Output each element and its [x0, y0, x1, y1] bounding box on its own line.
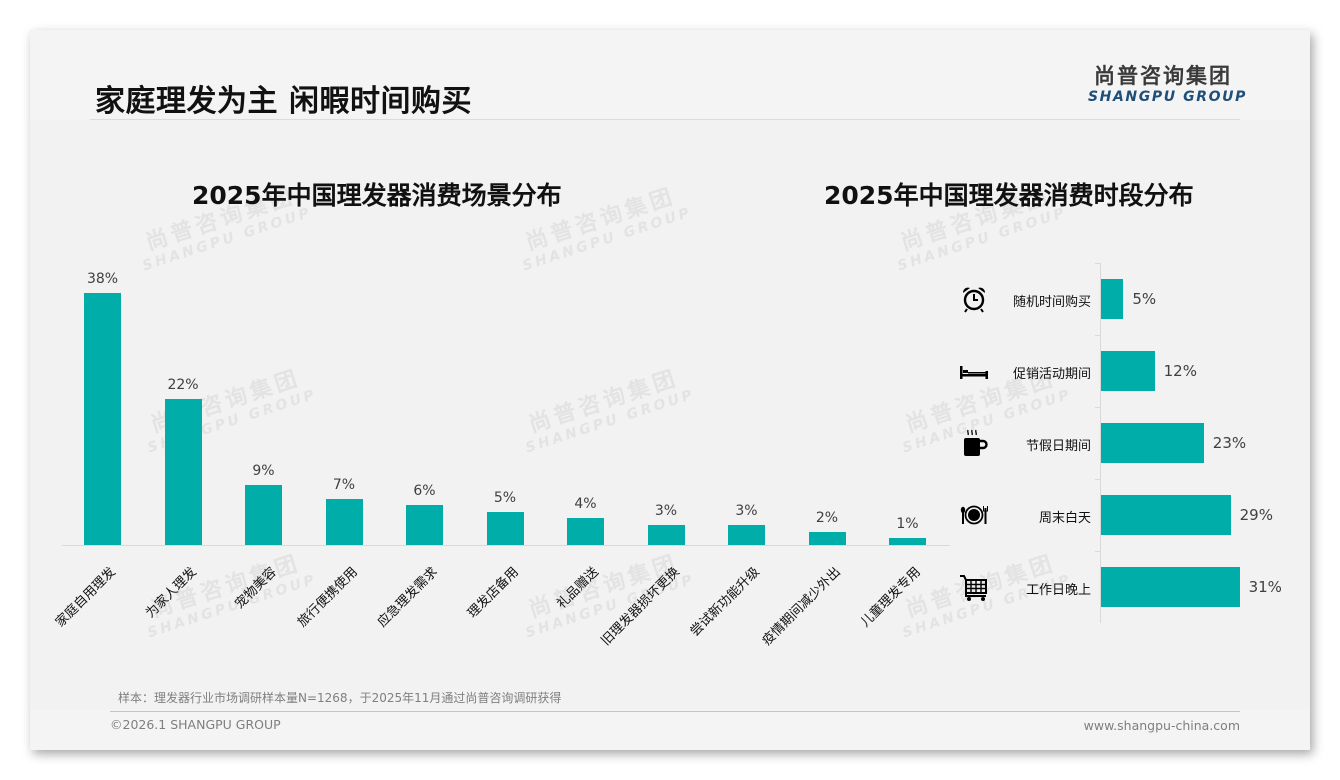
scene-chart-title: 2025年中国理发器消费场景分布 [192, 181, 562, 210]
period-chart-y-axis [1100, 263, 1101, 623]
period-category-label: 节假日期间 [1025, 439, 1091, 454]
content-background [30, 120, 1310, 710]
sample-note: 样本：理发器行业市场调研样本量N=1268，于2025年11月通过尚普咨询调研获… [118, 691, 562, 705]
period-bar [1101, 495, 1231, 535]
period-bar [1101, 567, 1240, 607]
slide: 尚普咨询集团 SHANGPU GROUP 尚普咨询集团 SHANGPU GROUP … [30, 30, 1310, 750]
title-divider [90, 119, 1240, 120]
hot-coffee-mug-icon [959, 428, 989, 458]
scene-chart-x-axis [62, 545, 950, 546]
scene-bar-value-label: 1% [896, 516, 919, 533]
period-category-label: 工作日晚上 [1025, 583, 1091, 598]
page-title: 家庭理发为主 闲暇时间购买 [95, 84, 472, 119]
scene-bar [245, 485, 282, 545]
period-bar [1101, 279, 1124, 319]
scene-bar [486, 511, 524, 545]
period-bar-value-label: 5% [1132, 290, 1157, 308]
scene-bar [164, 399, 202, 545]
scene-bar-value-label: 4% [574, 496, 597, 513]
alarm-clock-icon [959, 284, 989, 314]
scene-bar-value-label: 38% [86, 271, 119, 288]
period-axis-tick [1095, 263, 1101, 264]
period-axis-tick [1095, 335, 1101, 336]
period-bar [1101, 423, 1204, 463]
scene-bar-value-label: 7% [332, 476, 356, 493]
period-axis-tick [1095, 407, 1101, 408]
bed-icon [959, 356, 989, 386]
period-bar-value-label: 23% [1212, 434, 1247, 452]
period-bar [1101, 351, 1155, 391]
website-link[interactable]: www.shangpu-china.com [1083, 718, 1240, 733]
period-bar-value-label: 29% [1239, 506, 1273, 524]
scene-bar [406, 505, 443, 545]
period-axis-tick [1095, 479, 1101, 480]
scene-bar-value-label: 2% [815, 509, 839, 526]
scene-bar [728, 525, 765, 545]
company-logo: 尚普咨询集团 SHANGPU GROUP [1088, 64, 1247, 106]
period-axis-tick [1095, 551, 1101, 552]
copyright-text: ©2026.1 SHANGPU GROUP [110, 717, 281, 732]
scene-bar [808, 531, 846, 545]
period-bar-value-label: 12% [1163, 362, 1197, 380]
logo-english-text: SHANGPU GROUP [1088, 89, 1247, 105]
scene-bar-value-label: 3% [735, 503, 758, 520]
logo-chinese-text: 尚普咨询集团 [1094, 64, 1232, 88]
period-bar-value-label: 31% [1248, 578, 1282, 596]
scene-bar-value-label: 3% [654, 503, 678, 520]
period-chart-title: 2025年中国理发器消费时段分布 [824, 181, 1194, 210]
shopping-cart-icon [959, 572, 989, 602]
scene-bar [647, 525, 685, 545]
scene-bar-value-label: 9% [252, 463, 275, 480]
period-category-label: 周末白天 [1038, 511, 1091, 526]
scene-bar [84, 293, 121, 545]
scene-bar [325, 498, 363, 545]
scene-bar-value-label: 5% [493, 489, 517, 506]
period-category-label: 促销活动期间 [1012, 367, 1091, 382]
scene-bar-value-label: 6% [413, 483, 436, 500]
scene-bar [889, 538, 926, 545]
period-category-label: 随机时间购买 [1012, 295, 1091, 310]
scene-bar [567, 518, 604, 545]
scene-bar-value-label: 22% [167, 377, 199, 394]
footer-divider [110, 711, 1240, 712]
plate-cutlery-icon [959, 500, 989, 530]
